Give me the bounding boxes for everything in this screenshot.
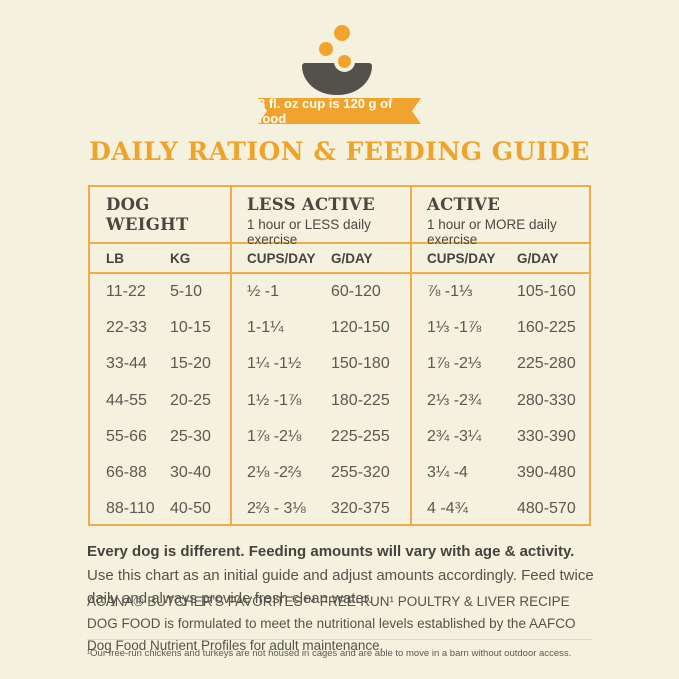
cell-weight-lb: 44-55 (106, 391, 147, 409)
page-title: DAILY RATION & FEEDING GUIDE (89, 137, 590, 166)
cup-measure-text: 8 fl. oz cup is 120 g of food (258, 96, 393, 126)
kibble-dot-icon (334, 51, 355, 72)
cell-less-active-grams: 320-375 (331, 500, 390, 518)
cell-less-active-grams: 180-225 (331, 391, 390, 409)
cup-measure-ribbon: 8 fl. oz cup is 120 g of food (258, 98, 421, 124)
header-dog-weight: DOG WEIGHT (106, 195, 189, 234)
col-header-lb: LB (106, 250, 124, 266)
cell-weight-lb: 11-22 (106, 283, 146, 301)
table-row: 33-44 15-20 1¼ -1½ 150-180 1⅞ -2⅓ 225-28… (90, 346, 589, 382)
cell-active-grams: 225-280 (517, 355, 576, 373)
cell-active-cups: 3¼ -4 (427, 464, 468, 482)
cell-less-active-cups: 1¼ -1½ (247, 355, 302, 373)
cell-weight-lb: 88-110 (106, 500, 155, 518)
cell-active-cups: 2¾ -3¼ (427, 427, 482, 445)
cell-active-grams: 390-480 (517, 464, 576, 482)
col-header-la-g-day: G/DAY (331, 250, 373, 266)
table-row: 11-22 5-10 ½ -1 60-120 ⅞ -1⅓ 105-160 (90, 274, 589, 310)
cell-weight-kg: 20-25 (170, 391, 211, 409)
cell-weight-kg: 10-15 (170, 319, 211, 337)
aafco-note-rest: is formulated to meet the nutritional le… (87, 615, 576, 653)
kibble-dot-icon (334, 25, 350, 41)
cell-less-active-cups: 2⅛ -2⅔ (247, 464, 302, 482)
feeding-note-rest: Use this chart as an initial guide and a… (87, 566, 594, 608)
cell-weight-kg: 5-10 (170, 283, 203, 301)
feeding-note: Every dog is different. Feeding amounts … (87, 540, 595, 611)
col-header-a-cups-day: CUPS/DAY (427, 250, 496, 266)
cell-active-grams: 160-225 (517, 319, 576, 337)
column-divider (410, 187, 412, 524)
cell-less-active-grams: 60-120 (331, 283, 381, 301)
cell-active-grams: 330-390 (517, 427, 576, 445)
table-row: 66-88 30-40 2⅛ -2⅔ 255-320 3¼ -4 390-480 (90, 455, 589, 491)
cell-less-active-cups: 1½ -1⅞ (247, 391, 302, 409)
kibble-dot-icon (319, 42, 333, 56)
table-header-row: DOG WEIGHT LESS ACTIVE 1 hour or LESS da… (90, 187, 589, 247)
cell-weight-lb: 22-33 (106, 319, 147, 337)
cell-active-cups: 2⅓ -2¾ (427, 391, 482, 409)
cell-active-grams: 280-330 (517, 391, 576, 409)
column-divider (230, 187, 232, 524)
free-run-footnote: ¹Our free-run chickens and turkeys are n… (87, 648, 572, 659)
cell-active-cups: 1⅓ -1⅞ (427, 319, 482, 337)
cell-less-active-grams: 255-320 (331, 464, 390, 482)
col-header-kg: KG (170, 250, 191, 266)
table-body: 11-22 5-10 ½ -1 60-120 ⅞ -1⅓ 105-160 22-… (90, 274, 589, 527)
cell-less-active-cups: ½ -1 (247, 283, 280, 301)
footnote-divider (87, 639, 592, 640)
col-header-la-cups-day: CUPS/DAY (247, 250, 316, 266)
header-active: ACTIVE 1 hour or MORE daily exercise (427, 195, 557, 247)
cell-weight-kg: 30-40 (170, 464, 211, 482)
cell-less-active-grams: 225-255 (331, 427, 390, 445)
table-row: 22-33 10-15 1-1¼ 120-150 1⅓ -1⅞ 160-225 (90, 310, 589, 346)
cell-weight-lb: 33-44 (106, 355, 147, 373)
cell-active-grams: 480-570 (517, 500, 576, 518)
aafco-note-product: ACANA® BUTCHER'S FAVORITES™ FREE-RUN¹ PO… (87, 594, 570, 631)
cell-less-active-cups: 2⅔ - 3⅛ (247, 500, 306, 518)
cell-active-cups: 1⅞ -2⅓ (427, 355, 482, 373)
cell-active-grams: 105-160 (517, 283, 576, 301)
cell-less-active-grams: 120-150 (331, 319, 390, 337)
cell-weight-lb: 66-88 (106, 464, 147, 482)
col-header-a-g-day: G/DAY (517, 250, 559, 266)
cell-less-active-cups: 1-1¼ (247, 319, 284, 337)
cell-less-active-cups: 1⅞ -2⅛ (247, 427, 302, 445)
cell-weight-lb: 55-66 (106, 427, 147, 445)
cell-active-cups: ⅞ -1⅓ (427, 283, 473, 301)
table-row: 88-110 40-50 2⅔ - 3⅛ 320-375 4 -4¾ 480-5… (90, 491, 589, 527)
cell-weight-kg: 40-50 (170, 500, 211, 518)
table-row: 44-55 20-25 1½ -1⅞ 180-225 2⅓ -2¾ 280-33… (90, 383, 589, 419)
header-less-active: LESS ACTIVE 1 hour or LESS daily exercis… (247, 195, 376, 247)
table-subheader-row: LB KG CUPS/DAY G/DAY CUPS/DAY G/DAY (90, 244, 589, 274)
cell-active-cups: 4 -4¾ (427, 500, 468, 518)
cell-less-active-grams: 150-180 (331, 355, 390, 373)
feeding-note-bold: Every dog is different. Feeding amounts … (87, 543, 575, 560)
aafco-note: ACANA® BUTCHER'S FAVORITES™ FREE-RUN¹ PO… (87, 591, 595, 657)
cell-weight-kg: 15-20 (170, 355, 211, 373)
table-row: 55-66 25-30 1⅞ -2⅛ 225-255 2¾ -3¼ 330-39… (90, 419, 589, 455)
feeding-table: DOG WEIGHT LESS ACTIVE 1 hour or LESS da… (88, 185, 591, 526)
cell-weight-kg: 25-30 (170, 427, 211, 445)
